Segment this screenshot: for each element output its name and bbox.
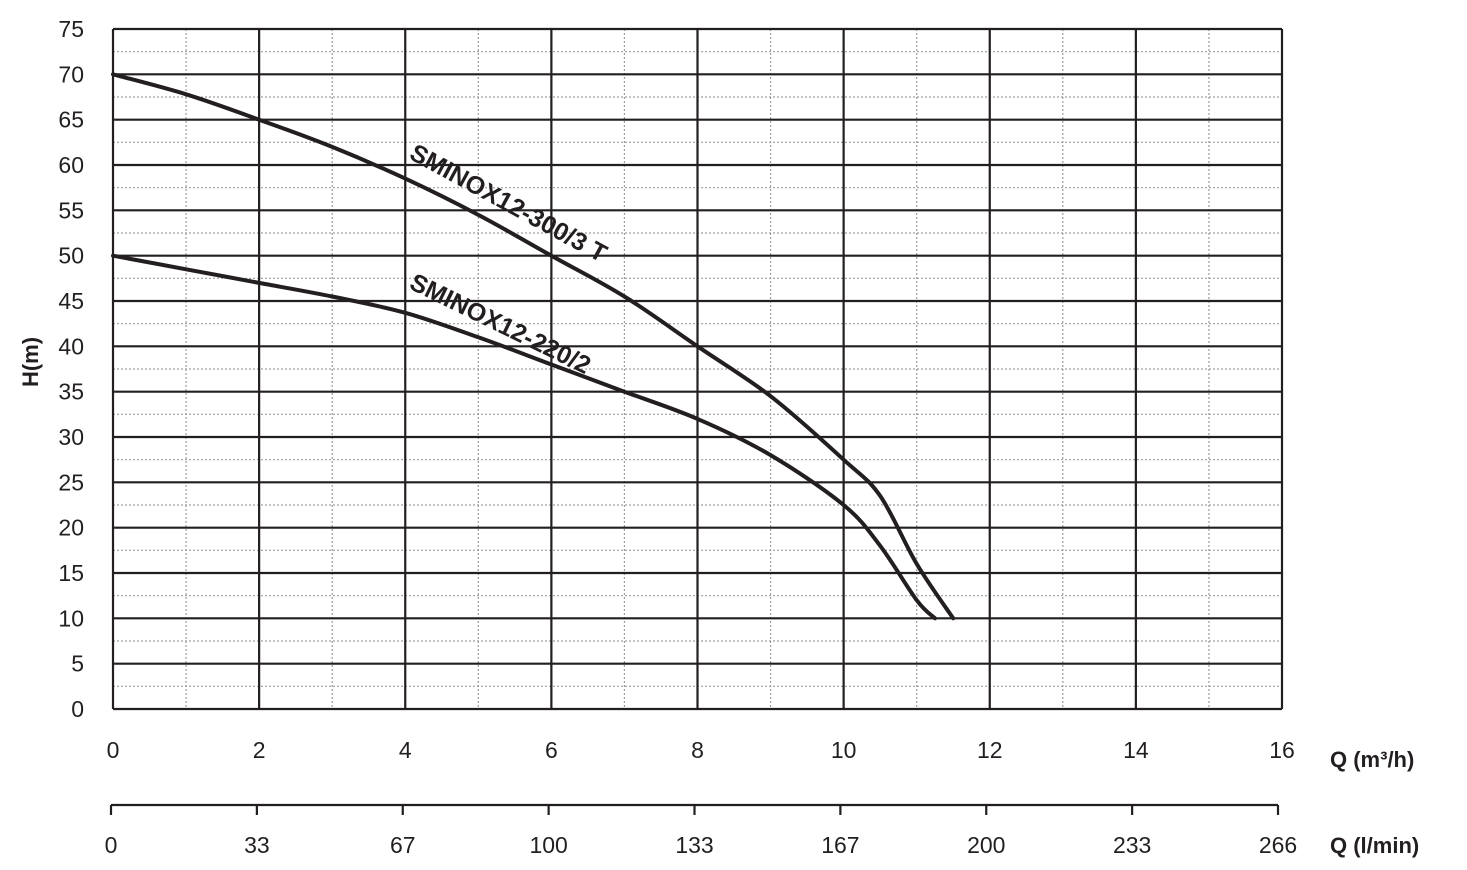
y-tick-label: 40 <box>58 333 84 359</box>
x2-tick-label: 67 <box>390 832 416 858</box>
x-tick-label: 8 <box>691 737 704 763</box>
x-tick-label: 0 <box>107 737 120 763</box>
x-tick-label: 10 <box>831 737 857 763</box>
y-tick-label: 35 <box>58 379 84 405</box>
secondary-x-axis: 0 33 67 100 133 167 200 233 266 <box>105 803 1297 858</box>
major-grid <box>111 27 1284 711</box>
y-tick-label: 0 <box>71 696 84 722</box>
x-tick-label: 12 <box>977 737 1003 763</box>
y-axis-label: H(m) <box>18 337 43 387</box>
x-tick-label: 4 <box>399 737 412 763</box>
y-axis-ticks: 0 5 10 15 20 25 30 35 40 45 50 55 60 65 70 75 <box>58 16 84 722</box>
x2-tick-label: 266 <box>1259 832 1297 858</box>
secondary-x-axis-label: Q (l/min) <box>1330 833 1419 858</box>
x2-tick-label: 100 <box>529 832 567 858</box>
y-tick-label: 75 <box>58 16 84 42</box>
x2-tick-label: 167 <box>821 832 859 858</box>
y-tick-label: 50 <box>58 243 84 269</box>
y-tick-label: 30 <box>58 424 84 450</box>
x-axis-label: Q (m³/h) <box>1330 747 1414 772</box>
x-axis-ticks: 0 2 4 6 8 10 12 14 16 <box>107 737 1295 763</box>
y-tick-label: 70 <box>58 61 84 87</box>
x2-tick-label: 33 <box>244 832 270 858</box>
x2-tick-label: 200 <box>967 832 1005 858</box>
y-tick-label: 20 <box>58 515 84 541</box>
x-tick-label: 16 <box>1269 737 1295 763</box>
y-tick-label: 60 <box>58 152 84 178</box>
y-tick-label: 45 <box>58 288 84 314</box>
performance-curves <box>111 72 956 621</box>
curve-label-1: SMINOX12-300/3 T <box>405 139 611 268</box>
x-tick-label: 6 <box>545 737 558 763</box>
curve-series-2 <box>111 253 937 621</box>
y-tick-label: 5 <box>71 651 84 677</box>
x-tick-label: 2 <box>253 737 266 763</box>
y-tick-label: 65 <box>58 107 84 133</box>
curve-series-1 <box>111 72 956 621</box>
y-tick-label: 10 <box>58 605 84 631</box>
x2-tick-label: 233 <box>1113 832 1151 858</box>
y-tick-label: 55 <box>58 197 84 223</box>
x2-tick-label: 133 <box>675 832 713 858</box>
y-tick-label: 25 <box>58 469 84 495</box>
y-tick-label: 15 <box>58 560 84 586</box>
x2-tick-label: 0 <box>105 832 118 858</box>
x-tick-label: 14 <box>1123 737 1149 763</box>
